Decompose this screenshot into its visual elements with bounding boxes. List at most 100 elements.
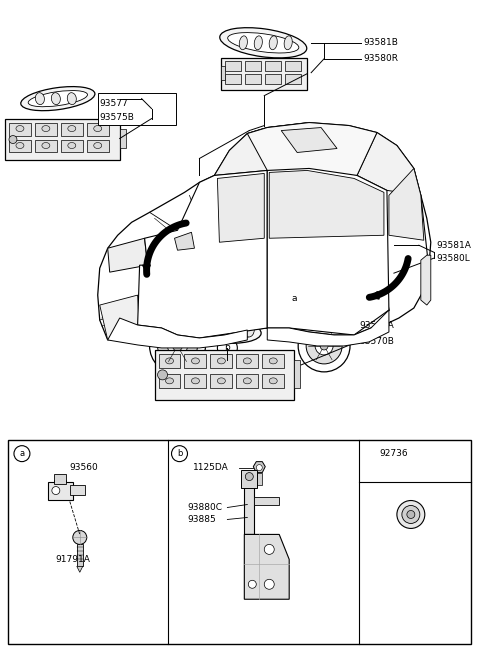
Text: 93572A: 93572A bbox=[359, 320, 394, 329]
Bar bbox=[245, 61, 261, 71]
Ellipse shape bbox=[42, 143, 50, 149]
Ellipse shape bbox=[194, 323, 204, 337]
Bar bbox=[9, 140, 31, 153]
Ellipse shape bbox=[51, 92, 60, 105]
Circle shape bbox=[284, 288, 304, 308]
Bar bbox=[226, 74, 241, 84]
Ellipse shape bbox=[192, 378, 200, 384]
Bar bbox=[343, 276, 363, 285]
Bar bbox=[98, 92, 176, 124]
Text: b: b bbox=[225, 343, 230, 352]
Ellipse shape bbox=[68, 143, 76, 149]
Circle shape bbox=[245, 473, 253, 481]
Ellipse shape bbox=[337, 239, 345, 252]
Text: 93581B: 93581B bbox=[363, 38, 398, 47]
Circle shape bbox=[150, 318, 205, 374]
Polygon shape bbox=[247, 122, 377, 178]
Circle shape bbox=[157, 370, 168, 380]
Ellipse shape bbox=[243, 358, 252, 364]
Bar bbox=[262, 354, 284, 368]
Polygon shape bbox=[215, 122, 309, 176]
Ellipse shape bbox=[190, 321, 253, 339]
Polygon shape bbox=[421, 255, 431, 305]
Bar bbox=[9, 122, 31, 136]
Ellipse shape bbox=[192, 358, 200, 364]
Text: 93581A: 93581A bbox=[437, 241, 472, 250]
Ellipse shape bbox=[220, 28, 307, 58]
Circle shape bbox=[298, 320, 350, 372]
Ellipse shape bbox=[42, 126, 50, 132]
Bar bbox=[367, 276, 387, 285]
Circle shape bbox=[402, 506, 420, 523]
Bar bbox=[339, 260, 394, 292]
Polygon shape bbox=[389, 168, 424, 240]
Ellipse shape bbox=[269, 378, 277, 384]
Bar bbox=[155, 350, 294, 400]
Polygon shape bbox=[281, 128, 337, 153]
Bar bbox=[265, 61, 281, 71]
Bar bbox=[184, 354, 206, 368]
Circle shape bbox=[171, 445, 188, 462]
Bar bbox=[265, 74, 281, 84]
Bar bbox=[61, 122, 83, 136]
Text: 93580L: 93580L bbox=[437, 253, 470, 263]
Ellipse shape bbox=[269, 358, 277, 364]
Bar bbox=[294, 360, 300, 388]
Polygon shape bbox=[108, 238, 147, 272]
Bar bbox=[367, 264, 387, 273]
Ellipse shape bbox=[254, 36, 263, 50]
Ellipse shape bbox=[269, 36, 277, 50]
Polygon shape bbox=[108, 318, 247, 348]
Circle shape bbox=[157, 326, 197, 366]
Bar bbox=[5, 119, 120, 160]
Bar bbox=[8, 440, 471, 644]
Ellipse shape bbox=[166, 358, 173, 364]
Bar bbox=[245, 74, 261, 84]
Bar bbox=[210, 374, 232, 388]
Bar bbox=[35, 140, 57, 153]
Polygon shape bbox=[100, 295, 140, 340]
Ellipse shape bbox=[217, 378, 226, 384]
Text: 91791A: 91791A bbox=[56, 555, 91, 564]
Bar bbox=[226, 61, 241, 71]
Text: a: a bbox=[291, 293, 297, 303]
Text: 93575B: 93575B bbox=[100, 113, 134, 122]
Circle shape bbox=[14, 445, 30, 462]
Bar bbox=[70, 485, 85, 495]
Ellipse shape bbox=[21, 86, 95, 111]
Polygon shape bbox=[253, 462, 265, 473]
Circle shape bbox=[397, 500, 425, 529]
Circle shape bbox=[256, 464, 262, 470]
Bar bbox=[285, 61, 301, 71]
Ellipse shape bbox=[351, 239, 359, 252]
Bar bbox=[221, 58, 307, 90]
Circle shape bbox=[407, 510, 415, 519]
Text: 93570B: 93570B bbox=[359, 337, 394, 346]
Polygon shape bbox=[138, 170, 267, 338]
Bar bbox=[262, 374, 284, 388]
Text: 93885: 93885 bbox=[188, 515, 216, 524]
Bar bbox=[236, 374, 258, 388]
Bar bbox=[210, 354, 232, 368]
Bar bbox=[158, 354, 180, 368]
Bar bbox=[285, 74, 301, 84]
Ellipse shape bbox=[68, 126, 76, 132]
Ellipse shape bbox=[16, 143, 24, 149]
Circle shape bbox=[320, 342, 328, 350]
Ellipse shape bbox=[94, 126, 102, 132]
Bar bbox=[48, 481, 73, 500]
Bar bbox=[61, 140, 83, 153]
Ellipse shape bbox=[94, 143, 102, 149]
Ellipse shape bbox=[217, 358, 226, 364]
Circle shape bbox=[264, 544, 274, 554]
Text: 93880C: 93880C bbox=[188, 503, 222, 512]
Bar bbox=[221, 66, 226, 80]
Polygon shape bbox=[357, 132, 421, 195]
Polygon shape bbox=[98, 122, 431, 340]
Bar bbox=[343, 264, 363, 273]
Ellipse shape bbox=[284, 36, 292, 50]
Ellipse shape bbox=[244, 323, 254, 337]
Ellipse shape bbox=[16, 126, 24, 132]
Text: 93577: 93577 bbox=[100, 99, 129, 108]
Circle shape bbox=[9, 136, 17, 143]
